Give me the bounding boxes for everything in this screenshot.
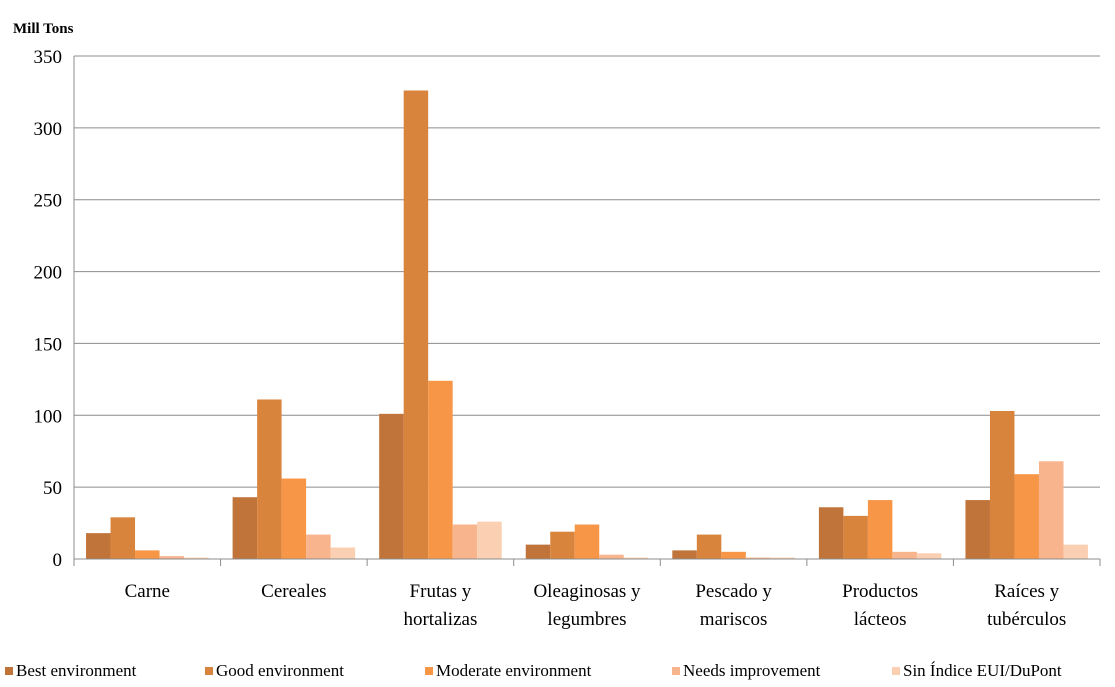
bar xyxy=(232,497,258,559)
legend-swatch xyxy=(892,667,900,675)
bar xyxy=(818,507,844,559)
category-label: Raíces y xyxy=(994,581,1059,602)
bar xyxy=(574,524,600,559)
bar xyxy=(525,544,551,559)
bar xyxy=(843,515,868,559)
bar xyxy=(989,410,1015,559)
bar xyxy=(623,557,649,559)
y-axis-ticks: 0 50 100 150 200 250 300 350 xyxy=(34,47,63,571)
y-tick-label: 150 xyxy=(34,334,63,355)
legend-swatch xyxy=(425,667,433,675)
bar xyxy=(379,413,404,559)
legend-label: Best environment xyxy=(16,661,137,680)
bar xyxy=(452,524,478,559)
category-label: Oleaginosas y xyxy=(533,581,641,602)
category-label: Carne xyxy=(125,581,170,602)
bar xyxy=(86,533,111,559)
category-label: Productos xyxy=(842,581,918,602)
category-label: tubérculos xyxy=(987,609,1066,630)
category-label: lácteos xyxy=(854,609,907,630)
bar xyxy=(110,517,136,559)
bar xyxy=(599,554,624,559)
bar xyxy=(159,556,185,559)
bar xyxy=(330,547,356,559)
bar xyxy=(770,557,795,559)
gridlines xyxy=(74,55,1100,488)
bar xyxy=(916,553,942,559)
bar xyxy=(892,551,917,559)
bar xyxy=(135,550,160,559)
y-tick-label: 300 xyxy=(34,119,63,140)
bar xyxy=(477,521,502,559)
y-tick-label: 250 xyxy=(34,191,63,212)
category-label: Pescado y xyxy=(695,581,772,602)
y-tick-label: 100 xyxy=(34,406,63,427)
bar xyxy=(867,500,893,559)
y-axis-unit-label: Mill Tons xyxy=(13,21,74,37)
bar xyxy=(721,551,746,559)
category-label: hortalizas xyxy=(403,609,477,630)
bar xyxy=(306,534,331,559)
legend-swatch xyxy=(672,667,680,675)
bar xyxy=(1038,461,1064,559)
bar xyxy=(257,399,282,559)
legend-label: Moderate environment xyxy=(436,661,592,680)
y-tick-label: 200 xyxy=(34,263,63,284)
legend-swatch xyxy=(205,667,213,675)
legend: Best environment Good environment Moderate… xyxy=(5,661,1062,680)
legend-swatch xyxy=(5,667,13,675)
bar xyxy=(281,478,307,559)
bar xyxy=(184,557,209,559)
y-tick-label: 50 xyxy=(43,478,62,499)
bar xyxy=(550,531,575,559)
bar xyxy=(1014,474,1039,559)
y-tick-label: 350 xyxy=(34,47,63,68)
category-label: Frutas y xyxy=(410,581,472,602)
bars xyxy=(86,90,1088,560)
bar xyxy=(745,557,771,559)
category-label: legumbres xyxy=(547,609,626,630)
bar xyxy=(403,90,429,560)
category-label: mariscos xyxy=(700,609,768,630)
bar xyxy=(696,534,722,559)
y-tick-label: 0 xyxy=(53,550,63,571)
legend-label: Needs improvement xyxy=(683,661,821,680)
legend-label: Good environment xyxy=(216,661,344,680)
x-axis xyxy=(73,56,1101,566)
category-label: Cereales xyxy=(261,581,326,602)
bar xyxy=(428,380,453,559)
bar xyxy=(1063,544,1088,559)
x-axis-categories: Carne Cereales Frutas y hortalizas Oleaginos… xyxy=(125,581,1067,630)
legend-label: Sin Índice EUI/DuPont xyxy=(903,661,1062,680)
bar xyxy=(965,500,990,559)
bar xyxy=(672,550,697,559)
